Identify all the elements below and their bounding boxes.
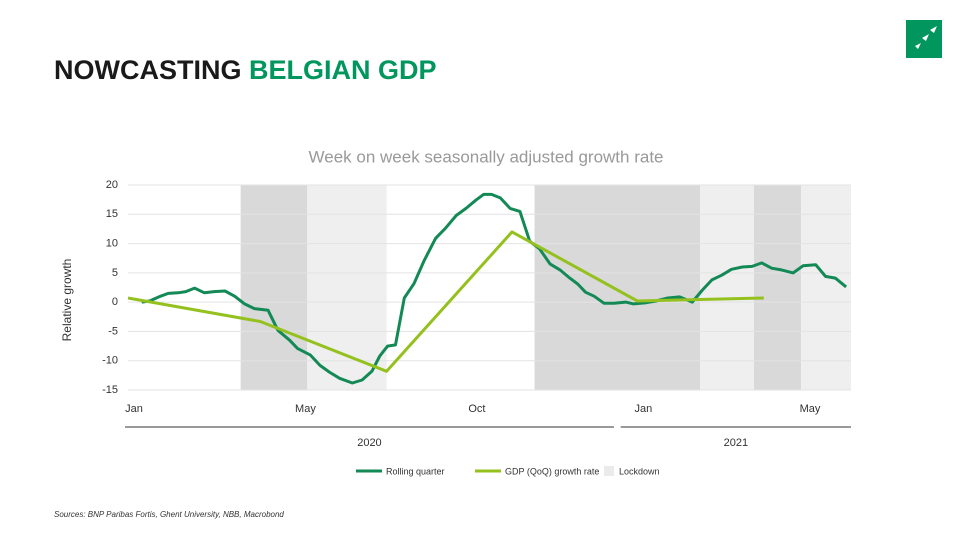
y-tick-label: -5 <box>108 325 118 337</box>
legend-label: Rolling quarter <box>386 466 445 476</box>
lockdown-band <box>754 185 802 390</box>
y-tick-label: 15 <box>106 208 118 220</box>
year-label: 2020 <box>357 437 381 449</box>
series-line <box>141 192 848 385</box>
legend-swatch <box>604 466 614 476</box>
x-tick-label: May <box>800 403 821 415</box>
y-tick-label: -15 <box>102 384 118 396</box>
y-tick-label: -10 <box>102 355 118 367</box>
lockdown-band <box>534 185 701 390</box>
y-tick-label: 5 <box>112 267 118 279</box>
source: Sources: BNP Paribas Fortis, Ghent Unive… <box>54 510 284 519</box>
x-tick-label: Jan <box>125 403 143 415</box>
title: NOWCASTING BELGIAN GDP <box>54 55 437 85</box>
lockdown-band <box>307 185 387 390</box>
lockdown-band <box>700 185 755 390</box>
year-label: 2021 <box>724 437 748 449</box>
lockdown-band <box>240 185 308 390</box>
legend-label: Lockdown <box>619 466 660 476</box>
x-tick-label: May <box>295 403 316 415</box>
legend-label: GDP (QoQ) growth rate <box>505 466 599 476</box>
y-tick-label: 10 <box>106 237 118 249</box>
lockdown-band <box>801 185 851 390</box>
x-tick-label: Oct <box>468 403 485 415</box>
y-tick-label: 20 <box>106 179 118 191</box>
logo-stars <box>915 26 937 49</box>
series-line <box>127 230 764 373</box>
title-accent: BELGIAN GDP <box>249 55 437 85</box>
y-axis-label: Relative growth <box>60 259 74 342</box>
y-tick-label: 0 <box>112 296 118 308</box>
chart-title: Week on week seasonally adjusted growth … <box>309 147 664 166</box>
title-main: NOWCASTING <box>54 55 241 85</box>
x-tick-label: Jan <box>635 403 653 415</box>
